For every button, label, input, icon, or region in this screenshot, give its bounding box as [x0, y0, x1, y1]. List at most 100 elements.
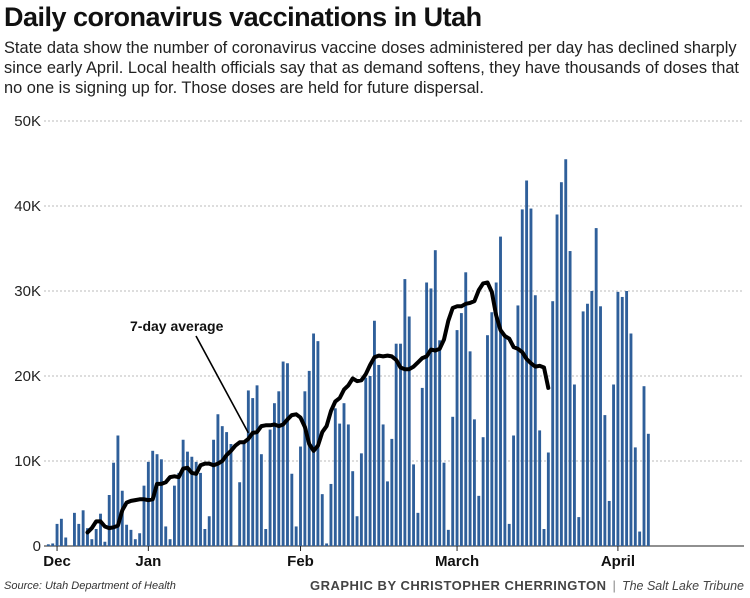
daily-doses-bar: [516, 305, 520, 546]
daily-doses-bar: [503, 334, 507, 546]
daily-doses-bar: [142, 485, 146, 546]
daily-doses-bar: [446, 529, 450, 546]
daily-doses-bar: [590, 291, 594, 546]
daily-doses-bar: [225, 432, 229, 546]
annotation-pointer-line: [195, 335, 250, 434]
daily-doses-bar: [542, 529, 546, 546]
daily-doses-bar: [394, 343, 398, 546]
daily-doses-bar: [99, 513, 102, 546]
daily-doses-bar: [429, 288, 433, 546]
daily-doses-bar: [564, 159, 568, 546]
daily-doses-bar: [73, 512, 76, 546]
daily-doses-bar: [112, 462, 115, 546]
daily-doses-bar: [129, 529, 133, 546]
daily-doses-bar: [616, 291, 620, 546]
daily-doses-bar: [199, 472, 202, 546]
y-tick-label: 20K: [14, 368, 41, 385]
author-credit: GRAPHIC BY CHRISTOPHER CHERRINGTON: [310, 578, 607, 593]
daily-doses-bar: [490, 312, 494, 546]
daily-doses-bar: [533, 295, 537, 546]
daily-doses-bar: [477, 495, 481, 546]
daily-doses-bar: [242, 442, 246, 546]
daily-doses-bar: [555, 214, 559, 546]
daily-doses-bar: [173, 485, 176, 546]
y-tick-label: 50K: [14, 113, 41, 130]
daily-doses-bar: [320, 494, 324, 546]
daily-doses-bar: [351, 471, 355, 546]
daily-doses-bar: [303, 391, 307, 546]
daily-doses-bar: [599, 306, 602, 546]
daily-doses-bar: [212, 439, 215, 546]
daily-doses-bar: [342, 403, 346, 546]
daily-doses-bar: [468, 351, 472, 546]
daily-doses-bar: [312, 333, 315, 546]
daily-doses-bar: [251, 398, 255, 546]
y-tick-label: 40K: [14, 198, 41, 215]
daily-doses-bar: [168, 539, 172, 546]
y-tick-label: 10K: [14, 453, 41, 470]
daily-doses-bar: [538, 430, 542, 546]
chart-subtitle: State data show the number of coronaviru…: [4, 39, 739, 97]
daily-doses-bar: [294, 526, 298, 546]
daily-doses-bar: [90, 539, 94, 546]
graphic-credit: GRAPHIC BY CHRISTOPHER CHERRINGTON | The S…: [310, 578, 744, 593]
daily-doses-bar: [451, 416, 455, 546]
x-month-label: Dec: [43, 553, 71, 570]
daily-doses-bar: [559, 182, 563, 546]
daily-doses-bar: [642, 386, 646, 546]
daily-doses-bar: [355, 516, 359, 546]
daily-doses-bar: [529, 208, 533, 547]
daily-doses-bar: [329, 483, 333, 546]
daily-doses-bar: [229, 444, 233, 546]
daily-doses-bar: [568, 251, 572, 547]
daily-doses-bar: [346, 424, 350, 546]
credit-separator: |: [612, 578, 616, 593]
daily-doses-bar: [625, 291, 629, 546]
daily-doses-bar: [373, 320, 376, 546]
daily-doses-bar: [81, 510, 85, 546]
daily-doses-bar: [425, 282, 429, 546]
daily-doses-bar: [194, 461, 198, 546]
source-note: Source: Utah Department of Health: [4, 580, 176, 592]
vaccination-chart: 0 10K 20K 30K 40K 50K Dec Jan Feb March April 7-day…: [14, 113, 744, 570]
daily-doses-bar: [86, 528, 89, 546]
daily-doses-bar: [77, 523, 81, 546]
daily-doses-bar: [581, 311, 585, 546]
daily-doses-bar: [264, 529, 268, 546]
daily-doses-bar: [407, 316, 411, 546]
daily-doses-bar: [277, 391, 281, 546]
daily-doses-bar: [338, 423, 342, 546]
daily-doses-bar: [281, 361, 285, 546]
daily-doses-bar: [638, 531, 642, 546]
daily-doses-bar: [573, 384, 576, 546]
daily-doses-bar: [512, 435, 515, 546]
daily-doses-bar: [203, 529, 207, 546]
daily-doses-bar: [629, 333, 633, 546]
daily-doses-bar: [594, 228, 598, 546]
daily-doses-bar: [164, 526, 168, 546]
x-month-label: Jan: [135, 553, 161, 570]
daily-doses-bar: [525, 180, 529, 546]
daily-doses-bar: [220, 426, 224, 546]
daily-doses-bar: [473, 419, 476, 546]
daily-doses-bar: [390, 438, 394, 546]
daily-doses-bar: [138, 533, 142, 546]
daily-doses-bar: [359, 453, 363, 546]
daily-doses-bar: [307, 370, 311, 546]
daily-doses-bar: [459, 313, 463, 546]
daily-doses-bar: [633, 447, 637, 546]
x-month-label: Feb: [287, 553, 314, 570]
daily-doses-bar: [551, 301, 555, 546]
daily-doses-bar: [94, 529, 98, 546]
seven-day-average-line: [85, 280, 551, 535]
chart-title: Daily coronavirus vaccinations in Utah: [4, 2, 482, 32]
daily-doses-bar: [120, 490, 124, 546]
daily-doses-bar: [381, 424, 385, 546]
daily-doses-bar: [325, 543, 329, 546]
daily-doses-bar: [507, 523, 511, 546]
daily-doses-bar: [64, 537, 68, 546]
daily-doses-bar: [155, 454, 159, 546]
daily-doses-bar: [399, 343, 402, 546]
seven-day-average-annotation: 7-day average: [130, 318, 224, 334]
daily-doses-bar: [268, 429, 272, 546]
